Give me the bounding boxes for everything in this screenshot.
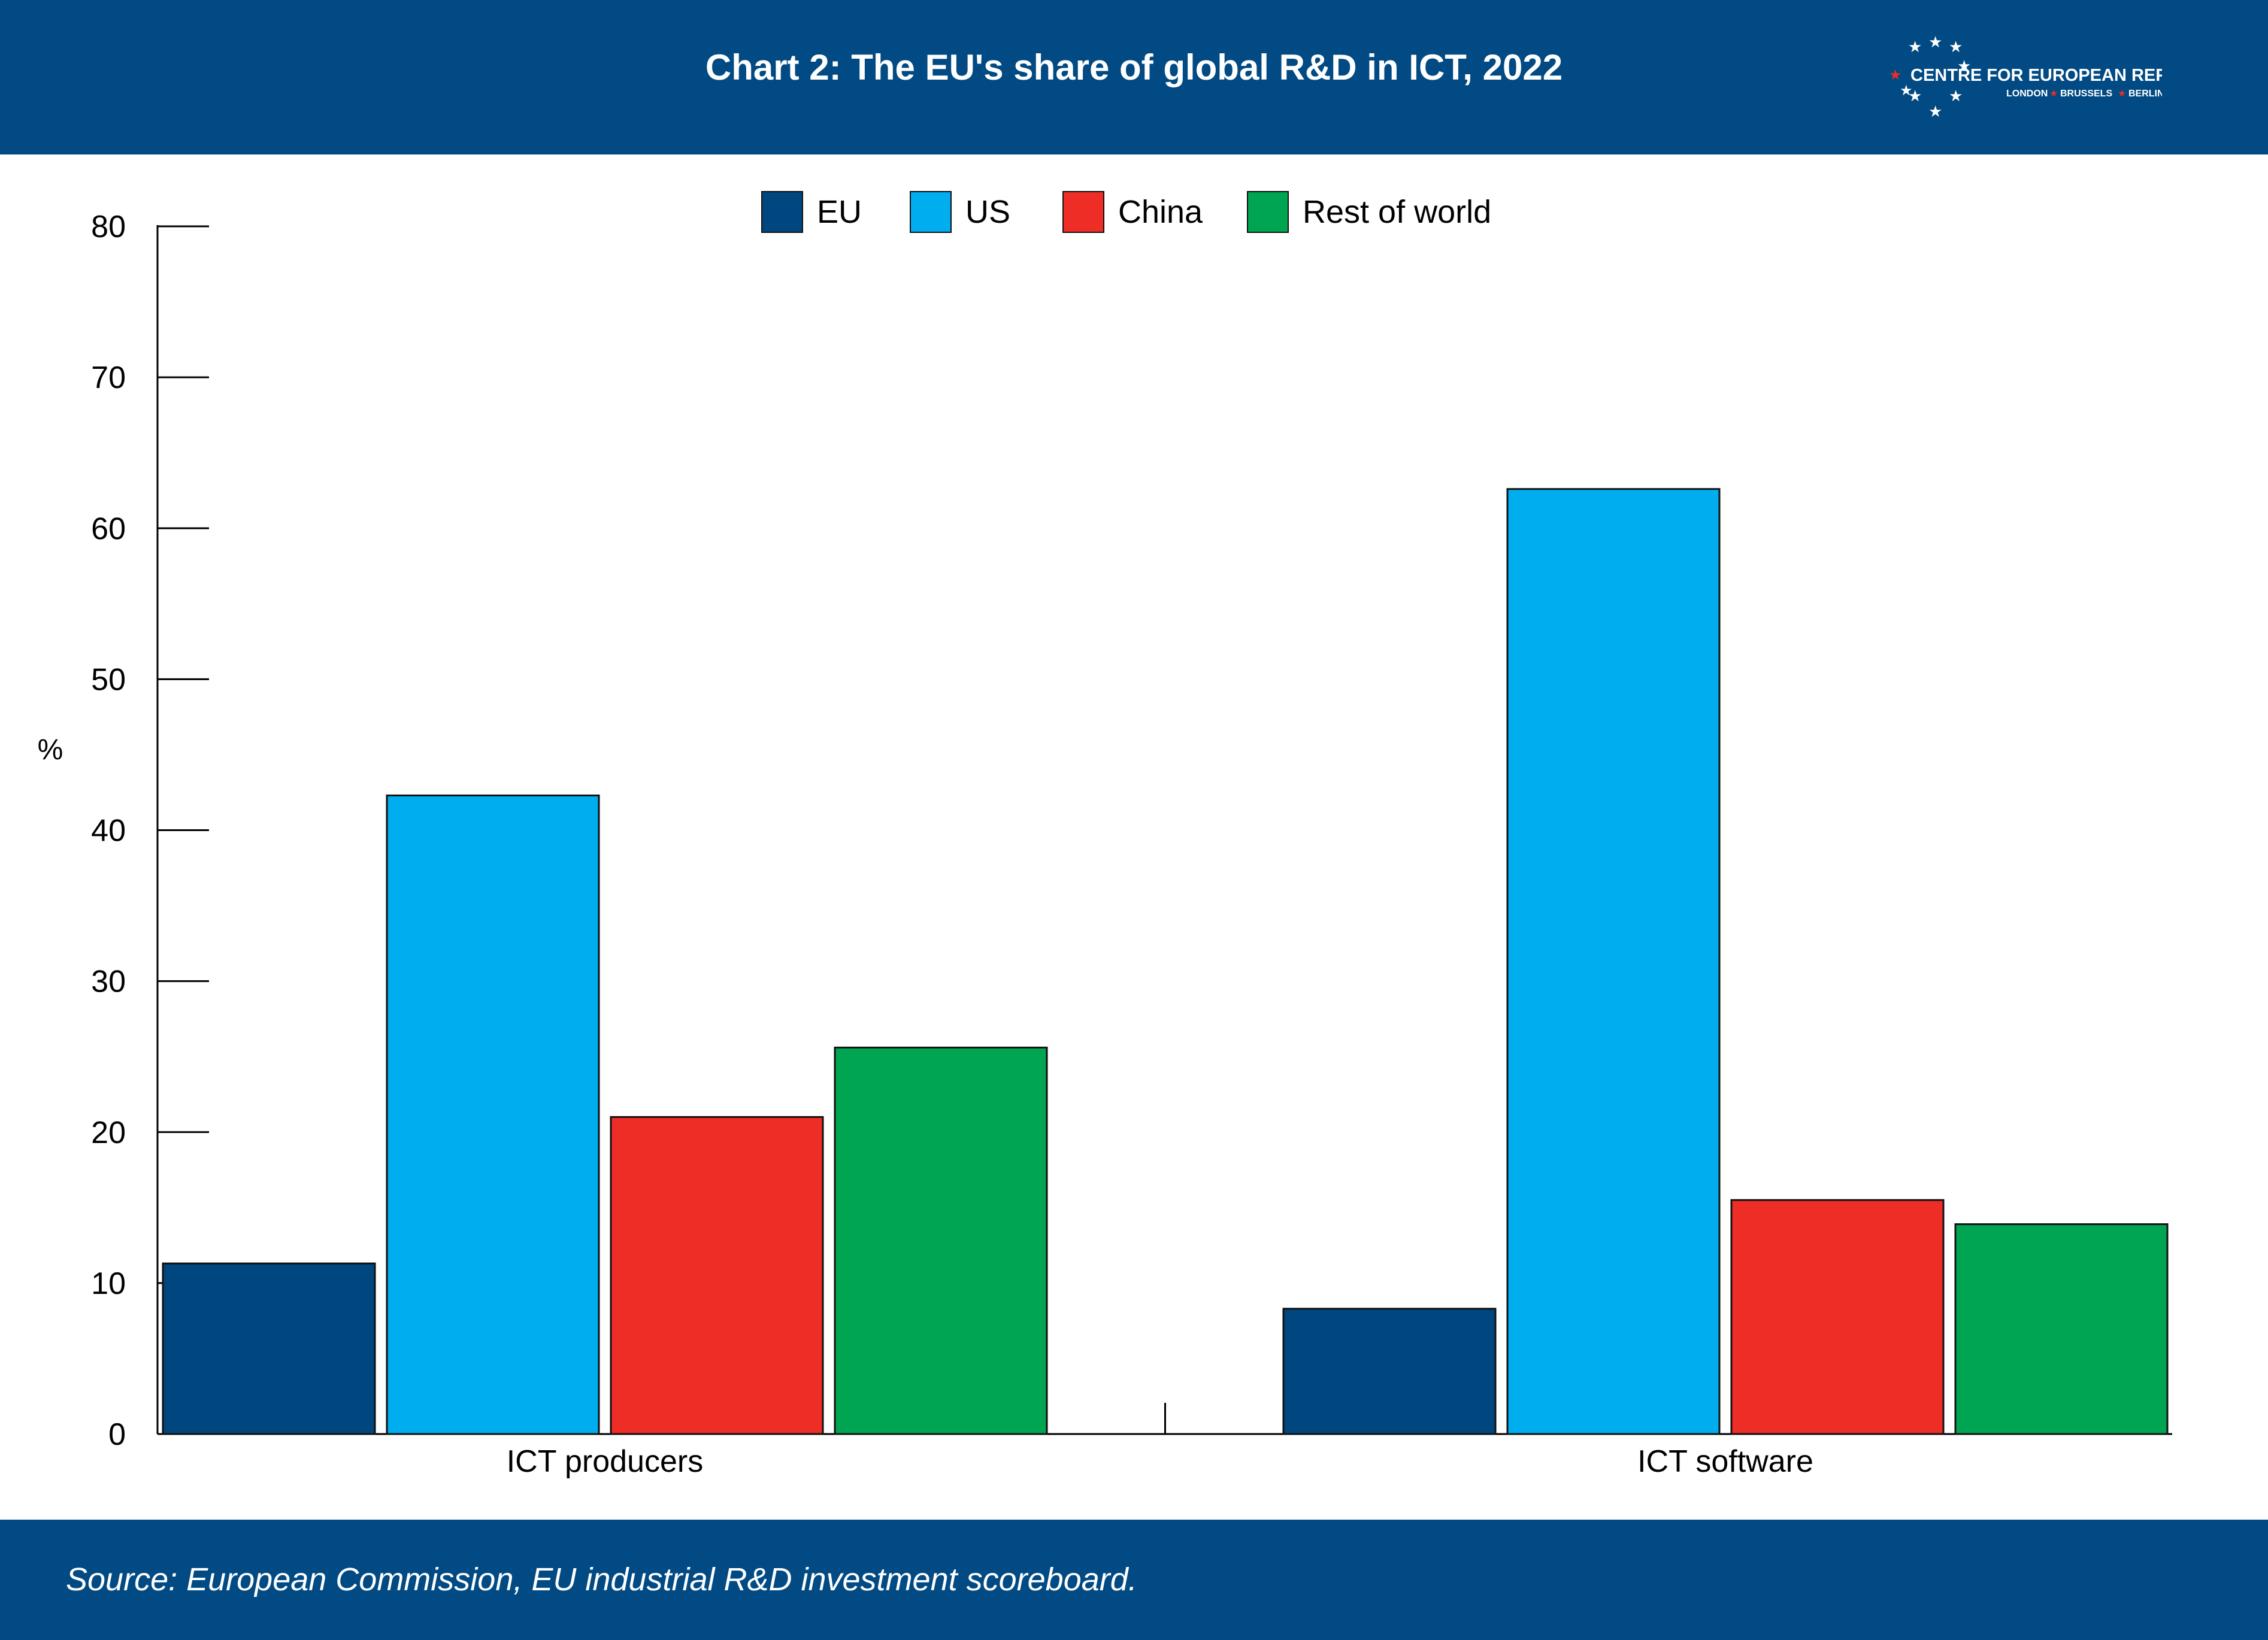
y-tick-label: 60 bbox=[91, 511, 126, 546]
bar-rest-of-world bbox=[1954, 1223, 2169, 1435]
legend-label-us: US bbox=[965, 194, 1010, 230]
bar-chart: 0 10 20 30 40 50 60 70 80% ICT producers ICT softw… bbox=[38, 191, 2172, 1479]
logo-city-london: LONDON bbox=[2006, 89, 2048, 99]
y-axis-label: % bbox=[38, 734, 63, 766]
svg-text:★: ★ bbox=[1928, 34, 1942, 51]
svg-text:★: ★ bbox=[1908, 87, 1922, 105]
logo-separator-star: ★ bbox=[2118, 87, 2126, 99]
legend-swatch-eu bbox=[761, 191, 803, 233]
bar-china bbox=[1730, 1199, 1945, 1435]
y-tick-label: 20 bbox=[91, 1115, 126, 1150]
svg-text:★: ★ bbox=[1889, 66, 1902, 83]
legend-swatch-rest-of-world bbox=[1247, 191, 1289, 233]
chart-header: Chart 2: The EU's share of global R&D in… bbox=[0, 0, 2268, 154]
legend-label-eu: EU bbox=[817, 194, 862, 230]
y-tick-label: 50 bbox=[91, 662, 126, 697]
svg-text:★: ★ bbox=[1900, 82, 1913, 99]
svg-text:★: ★ bbox=[1928, 103, 1942, 121]
logo-city-brussels: BRUSSELS bbox=[2060, 89, 2112, 99]
source-note: Source: European Commission, EU industri… bbox=[66, 1562, 1137, 1597]
y-tick-label: 40 bbox=[91, 814, 126, 848]
bar-eu bbox=[1282, 1308, 1497, 1435]
y-tick-label: 10 bbox=[91, 1266, 126, 1301]
y-tick-label: 30 bbox=[91, 965, 126, 999]
y-tick-label: 0 bbox=[108, 1417, 126, 1452]
legend-label-china: China bbox=[1118, 194, 1203, 230]
logo-star-ring: ★ ★ ★ ★ ★ ★ ★ ★ ★ bbox=[1889, 34, 1971, 121]
svg-text:★: ★ bbox=[1908, 38, 1922, 56]
legend-label-rest-of-world: Rest of world bbox=[1303, 194, 1491, 230]
bar-us bbox=[386, 795, 600, 1435]
logo-separator-star: ★ bbox=[2049, 87, 2058, 99]
legend-swatch-us bbox=[910, 191, 952, 233]
svg-text:★: ★ bbox=[1949, 87, 1963, 105]
logo-city-berlin: BERLIN bbox=[2128, 89, 2162, 99]
y-tick-label: 70 bbox=[91, 360, 126, 395]
bar-eu bbox=[162, 1262, 376, 1435]
chart-footer: Source: European Commission, EU industri… bbox=[0, 1520, 2268, 1640]
logo-name: CENTRE FOR EUROPEAN REFORM bbox=[1910, 66, 2162, 85]
x-category-label: ICT producers bbox=[507, 1444, 704, 1479]
chart-title: Chart 2: The EU's share of global R&D in… bbox=[705, 47, 1563, 87]
bar-china bbox=[610, 1116, 824, 1435]
bar-us bbox=[1506, 488, 1721, 1435]
x-category-label: ICT software bbox=[1637, 1444, 1813, 1479]
legend-swatch-china bbox=[1062, 191, 1104, 233]
svg-text:★: ★ bbox=[1957, 57, 1971, 75]
cer-logo: ★ ★ ★ ★ ★ ★ ★ ★ ★ CENTRE FOR EUROPEAN RE… bbox=[1889, 34, 2162, 121]
bar-rest-of-world bbox=[834, 1047, 1048, 1435]
y-tick-label: 80 bbox=[91, 210, 126, 244]
svg-text:★: ★ bbox=[1949, 38, 1963, 56]
